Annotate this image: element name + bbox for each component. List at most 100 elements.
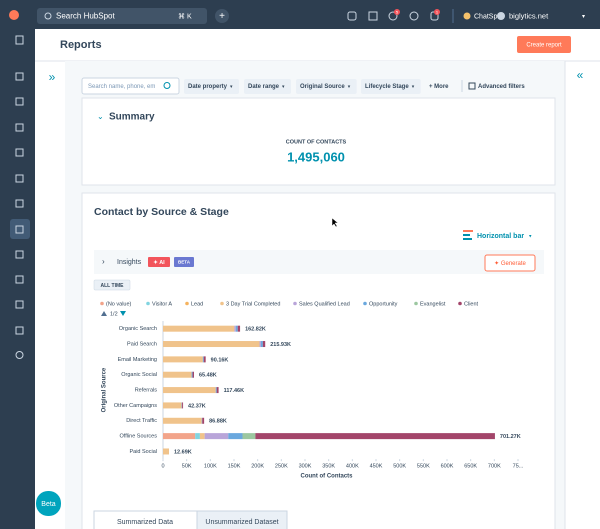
legend-label: Sales Qualified Lead	[299, 301, 350, 307]
collapse-icon[interactable]: ⌄	[97, 112, 104, 121]
global-search[interactable]	[37, 8, 207, 24]
bar-segment	[262, 341, 266, 348]
nav-icon[interactable]	[15, 199, 24, 208]
expand-insights[interactable]: ›	[102, 257, 105, 266]
nav-icon[interactable]	[15, 148, 24, 157]
x-tick-label: 75...	[513, 464, 524, 470]
legend-prev[interactable]	[101, 311, 107, 316]
y-tick-label: Other Campaigns	[114, 403, 157, 409]
settings-icon[interactable]	[409, 11, 419, 21]
legend-swatch	[185, 301, 189, 306]
marketplace-icon[interactable]	[368, 11, 378, 21]
legend-swatch	[220, 301, 224, 306]
filter-chip-label: Date range	[248, 84, 280, 90]
add-button[interactable]	[215, 9, 229, 23]
add-icon: +	[219, 11, 225, 22]
bar-segment	[242, 433, 256, 440]
date-range-tag	[93, 279, 131, 291]
search-text: Search HubSpot	[56, 12, 115, 21]
more-filters[interactable]: + More	[429, 84, 449, 90]
legend-label: Opportunity	[369, 301, 398, 307]
phone-icon[interactable]	[347, 11, 357, 21]
x-tick-label: 700K	[488, 464, 501, 470]
search-icon	[44, 12, 52, 20]
bar-segment	[163, 341, 260, 348]
search-icon	[163, 82, 171, 89]
filter-search[interactable]	[81, 77, 180, 95]
y-tick-label: Paid Search	[127, 341, 157, 347]
x-tick-label: 150K	[228, 464, 241, 470]
bar-total-label: 701.27K	[500, 434, 521, 440]
bar-segment	[234, 325, 236, 332]
sidebar-icons	[10, 35, 30, 359]
filter-chip[interactable]	[244, 79, 292, 94]
nav-icon[interactable]	[15, 225, 24, 234]
expand-right[interactable]: «	[577, 68, 584, 82]
advanced-filters[interactable]: Advanced filters	[478, 84, 525, 90]
ai-badge	[148, 257, 170, 267]
legend-swatch	[363, 301, 367, 306]
filter-icon	[468, 82, 476, 90]
shortcut: ⌘ K	[178, 12, 192, 20]
icon-bar	[463, 234, 470, 236]
nav-icon[interactable]	[15, 326, 24, 335]
logo[interactable]	[9, 10, 19, 20]
x-tick-label: 550K	[417, 464, 430, 470]
sidebar	[0, 29, 35, 529]
account-name[interactable]: biglytics.net	[509, 11, 549, 20]
filter-chip[interactable]	[361, 79, 421, 94]
nav-icon[interactable]	[15, 250, 24, 259]
create-report-button[interactable]	[517, 36, 571, 53]
filter-chip-label: Lifecycle Stage	[365, 84, 409, 90]
nav-icon[interactable]	[15, 300, 24, 309]
nav-icon[interactable]	[15, 123, 24, 132]
y-axis-title: Original Source	[102, 367, 108, 412]
chart-type-selector[interactable]: Horizontal bar	[477, 233, 524, 240]
y-tick-label: Organic Search	[119, 326, 157, 332]
x-tick-label: 500K	[393, 464, 406, 470]
generate-button[interactable]	[484, 254, 536, 272]
bar-segment	[163, 417, 202, 424]
nav-active[interactable]	[10, 219, 30, 239]
bar-segment	[259, 341, 261, 348]
bar-segment	[215, 387, 217, 394]
x-tick-label: 350K	[322, 464, 335, 470]
nav-icon[interactable]	[15, 174, 24, 183]
legend-swatch	[458, 301, 462, 306]
bar-segment	[204, 433, 229, 440]
tab-label: Unsummarized Dataset	[205, 519, 278, 526]
filter-chip[interactable]	[184, 79, 240, 94]
chevron: ▾	[282, 84, 285, 90]
bar-segment	[163, 356, 203, 363]
nav-icon[interactable]	[15, 72, 24, 81]
bar-segment	[202, 417, 205, 424]
legend-next[interactable]	[120, 311, 126, 316]
legend-label: Visitor A	[152, 301, 172, 307]
nav-icon[interactable]	[15, 351, 24, 359]
legend-label: Evangelist	[420, 301, 446, 307]
y-tick-label: Referrals	[135, 388, 158, 394]
expand-left[interactable]: »	[49, 70, 56, 84]
beta-bubble[interactable]	[36, 491, 61, 516]
bar-segment	[163, 433, 196, 440]
bar-segment	[203, 356, 206, 363]
chevron: ▾	[529, 233, 532, 239]
bar-segment	[163, 402, 182, 409]
bar-total-label: 12.69K	[174, 449, 192, 455]
generate-label: ✦ Generate	[494, 260, 526, 267]
bar-total-label: 86.88K	[209, 419, 227, 425]
nav-icon[interactable]	[15, 275, 24, 284]
summary-card	[81, 97, 556, 186]
tab[interactable]	[196, 510, 288, 529]
filter-chip[interactable]	[296, 79, 357, 94]
nav-icon[interactable]	[15, 97, 24, 106]
chevron: ▾	[348, 84, 351, 90]
avatar[interactable]	[497, 12, 505, 20]
nav-icon[interactable]	[15, 35, 24, 45]
chatspot-icon	[463, 12, 471, 20]
help-icon[interactable]	[388, 11, 398, 21]
chevron: ▾	[230, 84, 233, 90]
chatspot[interactable]: ChatSpot	[474, 13, 503, 20]
badge	[394, 9, 400, 15]
icon-bar	[463, 238, 472, 240]
